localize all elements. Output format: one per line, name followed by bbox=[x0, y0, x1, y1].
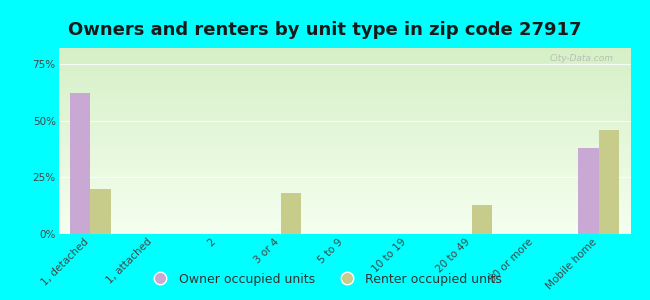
Bar bbox=[281, 193, 302, 234]
Bar bbox=[70, 93, 90, 234]
Text: City-Data.com: City-Data.com bbox=[549, 54, 614, 63]
Legend: Owner occupied units, Renter occupied units: Owner occupied units, Renter occupied un… bbox=[143, 268, 507, 291]
Text: Owners and renters by unit type in zip code 27917: Owners and renters by unit type in zip c… bbox=[68, 21, 582, 39]
Bar bbox=[90, 189, 110, 234]
Bar bbox=[578, 148, 599, 234]
Bar bbox=[599, 130, 619, 234]
Bar bbox=[472, 205, 492, 234]
